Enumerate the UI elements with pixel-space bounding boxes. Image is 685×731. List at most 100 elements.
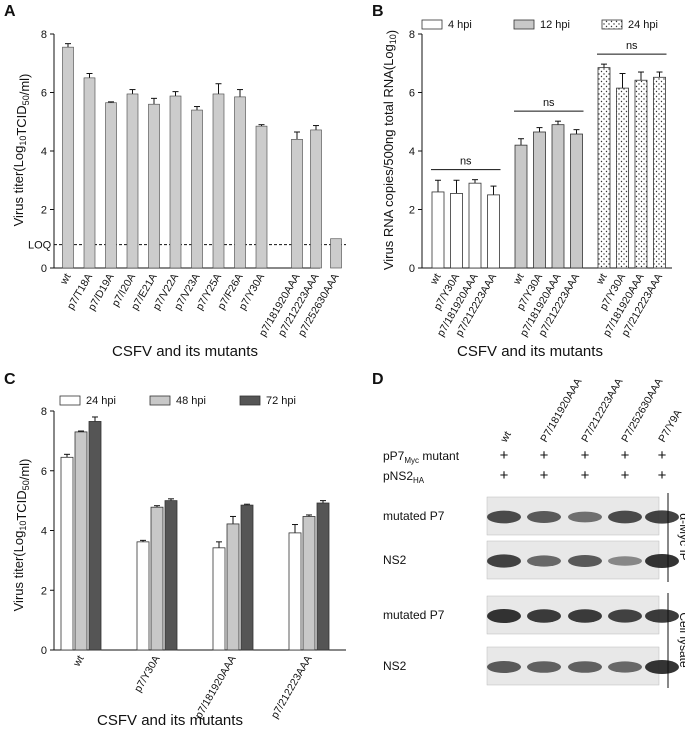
panel-b-y-tick-label: 6 [409, 88, 415, 100]
panel-d-plus-mark: + [658, 447, 667, 464]
panel-c-y-tick-label: 0 [41, 645, 47, 657]
panel-label-b: B [372, 3, 384, 20]
panel-d-lane-label: P7/Y9A [656, 408, 684, 445]
panel-b-x-axis-label: CSFV and its mutants [457, 343, 603, 360]
panel-b-y-axis-label: Virus RNA copies/500ng total RNA(Log10) [381, 30, 399, 270]
panel-b-bar-24 hpi-wt [597, 67, 611, 269]
panel-label-d: D [372, 371, 384, 388]
panel-a-y-tick-label: 4 [41, 146, 47, 158]
panel-d-band-0-2 [568, 511, 602, 523]
panel-b-significance-label: ns [543, 97, 555, 109]
panel-d-band-2-3 [608, 609, 642, 623]
panel-d-band-1-1 [527, 555, 561, 567]
panel-d-blot-label: mutated P7 [383, 608, 445, 622]
panel-b-y-tick-label: 2 [409, 205, 415, 217]
panel-c-y-axis-label: Virus titer(Log10TCID50/ml) [11, 459, 32, 612]
panel-b-x-tick-label: wt [510, 271, 526, 287]
panel-d-band-3-2 [568, 661, 602, 673]
panel-c-bar-24 hpi-p7/212223AAA [288, 532, 302, 651]
panel-d-row-label-main: pNS2 [383, 469, 413, 483]
panel-b-bar-12 hpi-wt [514, 144, 528, 269]
panel-b-significance-label: ns [626, 40, 638, 52]
panel-a-bar-p7/E21A [148, 103, 160, 269]
panel-c-chart: Virus titer(Log10TCID50/ml) CSFV and its… [11, 395, 346, 729]
panel-c-legend-swatch-2 [239, 395, 261, 406]
panel-d-blot-label: NS2 [383, 659, 407, 673]
panel-d-band-2-4 [645, 609, 679, 623]
panel-b-y-tick-label: 0 [409, 263, 415, 275]
panel-d-band-2-2 [568, 609, 602, 623]
panel-b-legend-swatch-1 [513, 19, 535, 30]
panel-d-band-1-2 [568, 555, 602, 567]
panel-a-x-tick-label: wt [57, 271, 73, 287]
panel-d-row-label-main: pP7 [383, 449, 405, 463]
panel-c-y-tick-label: 6 [41, 466, 47, 478]
panel-c-legend-label: 48 hpi [176, 395, 206, 407]
panel-d-plus-mark: + [621, 467, 630, 484]
panel-d-band-0-3 [608, 510, 642, 524]
panel-c-x-tick-label: p7/181920AAA [193, 654, 239, 721]
panel-d-blot-label: mutated P7 [383, 509, 445, 523]
panel-a-y-tick-label: 0 [41, 263, 47, 275]
panel-c-legend-swatch-0 [59, 395, 81, 406]
panel-d-lysate-side-label: Cell lysate [677, 612, 685, 668]
panel-b-y-tick-label: 4 [409, 146, 415, 158]
panel-b-legend-swatch-0 [421, 19, 443, 30]
panel-b-x-tick-label: wt [593, 271, 609, 287]
panel-b-chart: Virus RNA copies/500ng total RNA(Log10) … [381, 19, 672, 360]
panel-d-plus-mark: + [500, 447, 509, 464]
panel-d-row-label-tail: mutant [419, 449, 460, 463]
panel-d-row-label-sub: Myc [404, 456, 419, 465]
panel-a-bar-p7/212223AAA [310, 129, 322, 269]
panel-d-row-label-sub: HA [413, 476, 425, 485]
panel-b-bar-4 hpi-p7/212223AAA [487, 194, 500, 269]
panel-c-bar-24 hpi-p7/Y30A [136, 541, 150, 651]
panel-d-row-label-1: pNS2HA [383, 469, 425, 485]
panel-c-bar-48 hpi-wt [74, 431, 88, 651]
panel-d-western-blot: wt P7/181920AAAP7/212223AAAP7/252630AAAP7… [383, 376, 685, 688]
panel-c-bar-48 hpi-p7/Y30A [150, 506, 164, 651]
panel-a-bar-p7/V23A [191, 109, 203, 269]
panel-a-bar-p7/Y30A [255, 125, 268, 269]
panel-a-bar-p7/I20A [126, 93, 139, 269]
panel-d-band-3-1 [527, 661, 561, 673]
panel-d-blot-label: NS2 [383, 553, 407, 567]
panel-d-plus-mark: + [581, 447, 590, 464]
panel-c-y-tick-label: 8 [41, 406, 47, 418]
panel-d-band-3-3 [608, 661, 642, 673]
panel-c-bar-24 hpi-wt [60, 456, 74, 651]
panel-d-plus-mark: + [500, 467, 509, 484]
panel-b-legend-label: 4 hpi [448, 19, 472, 31]
panel-d-band-3-4 [645, 660, 679, 674]
panel-c-x-axis-label: CSFV and its mutants [97, 712, 243, 729]
panel-b-bar-4 hpi-wt [431, 191, 445, 269]
panel-c-y-tick-label: 4 [41, 526, 47, 538]
panel-c-legend-swatch-1 [149, 395, 171, 406]
panel-d-band-0-1 [527, 511, 561, 523]
panel-c-bar-48 hpi-p7/181920AAA [226, 523, 240, 651]
panel-a-loq-label: LOQ [28, 240, 52, 252]
panel-c-legend-label: 24 hpi [86, 395, 116, 407]
panel-d-band-2-0 [487, 609, 521, 623]
panel-a-y-tick-label: 2 [41, 205, 47, 217]
panel-label-a: A [4, 3, 16, 20]
panel-b-bar-24 hpi-p7/Y30A [616, 87, 629, 269]
panel-c-bar-72 hpi-wt [88, 421, 102, 651]
panel-a-bar-p7/T18A [83, 77, 96, 269]
panel-d-row-label-0: pP7Myc mutant [383, 449, 460, 465]
panel-d-lane-label: P7/181920AAA [538, 376, 584, 444]
panel-d-plus-mark: + [581, 467, 590, 484]
panel-b-bar-12 hpi-p7/212223AAA [570, 133, 583, 269]
panel-b-significance-label: ns [460, 156, 472, 168]
panel-c-y-tick-label: 2 [41, 585, 47, 597]
panel-d-plus-mark: + [621, 447, 630, 464]
panel-a-bar-wt [62, 46, 74, 269]
panel-c-bar-72 hpi-p7/Y30A [164, 500, 178, 651]
panel-c-x-tick-label: p7/Y30A [132, 654, 163, 695]
panel-a-bar-p7/F26A [234, 96, 246, 269]
panel-d-lane-label: wt [498, 429, 514, 445]
panel-b-bar-4 hpi-p7/Y30A [450, 193, 463, 269]
panel-a-bar-p7/V22A [169, 95, 182, 269]
panel-c-legend-label: 72 hpi [266, 395, 296, 407]
panel-a-x-axis-label: CSFV and its mutants [112, 343, 258, 360]
